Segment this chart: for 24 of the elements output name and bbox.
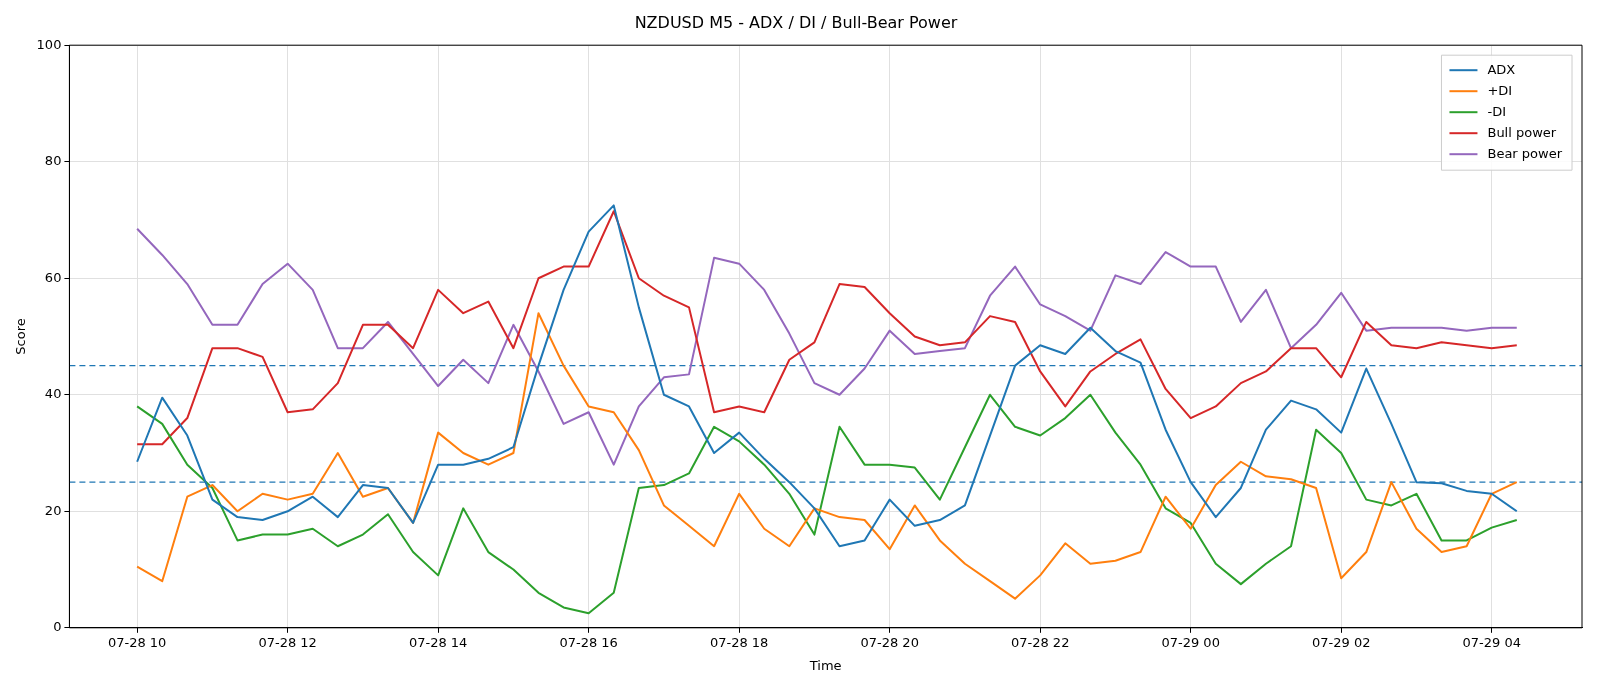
- chart-title: NZDUSD M5 - ADX / DI / Bull-Bear Power: [634, 12, 958, 32]
- x-tick-label: 07-28 14: [408, 634, 468, 650]
- x-tick-label: 07-29 02: [1311, 634, 1371, 650]
- y-tick-label: 0: [53, 619, 62, 635]
- legend-label: -DI: [1487, 103, 1507, 119]
- legend-label: Bear power: [1487, 145, 1563, 161]
- x-tick-label: 07-28 10: [107, 634, 167, 650]
- y-tick-label: 60: [44, 269, 62, 285]
- y-tick-label: 80: [44, 153, 62, 169]
- legend-label: ADX: [1487, 61, 1516, 77]
- y-axis-title: Score: [13, 318, 29, 355]
- x-tick-label: 07-29 04: [1462, 634, 1521, 650]
- x-tick-label: 07-28 16: [559, 634, 618, 650]
- y-tick-label: 20: [44, 502, 62, 518]
- x-tick-label: 07-29 00: [1161, 634, 1220, 650]
- x-tick-label: 07-28 22: [1010, 634, 1070, 650]
- x-tick-label: 07-28 12: [258, 634, 317, 650]
- x-tick-label: 07-28 18: [709, 634, 769, 650]
- y-tick-label: 40: [44, 386, 62, 402]
- y-tick-label: 100: [36, 36, 62, 52]
- legend-label: +DI: [1487, 82, 1513, 98]
- x-axis-title: Time: [808, 657, 842, 673]
- legend-label: Bull power: [1487, 124, 1557, 140]
- x-tick-label: 07-28 20: [860, 634, 919, 650]
